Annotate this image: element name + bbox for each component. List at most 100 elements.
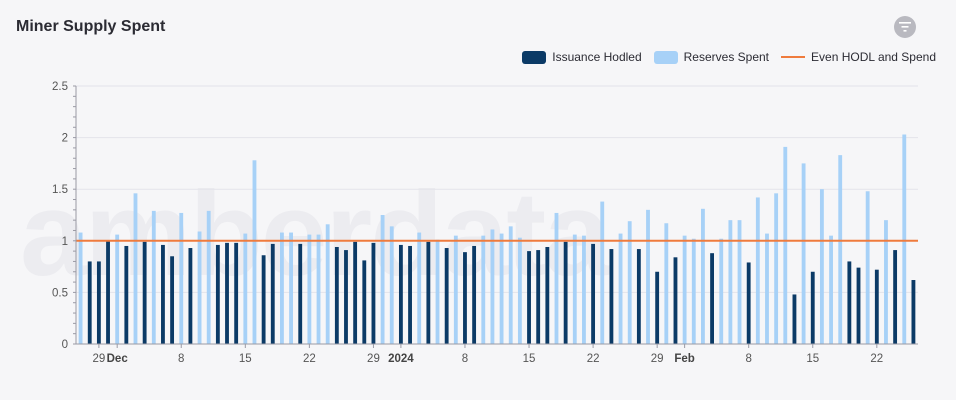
bar-2024-01-23[interactable]	[600, 201, 605, 344]
bar-2023-12-14[interactable]	[234, 242, 239, 344]
bar-2024-02-16[interactable]	[819, 189, 824, 344]
bar-2023-12-02[interactable]	[124, 245, 129, 344]
bar-2024-02-14[interactable]	[801, 163, 806, 344]
bar-2024-01-15[interactable]	[527, 251, 531, 344]
bar-2023-12-29[interactable]	[371, 242, 376, 344]
bar-2023-12-11[interactable]	[206, 210, 211, 344]
bar-2023-12-25[interactable]	[334, 246, 339, 344]
bar-2023-12-04[interactable]	[142, 241, 147, 344]
bar-2024-01-24[interactable]	[609, 249, 614, 344]
x-tick-label: 29	[92, 353, 105, 365]
bar-2024-02-11[interactable]	[774, 193, 779, 344]
bar-2024-02-15[interactable]	[810, 271, 815, 344]
bar-2024-01-04[interactable]	[426, 241, 431, 344]
bar-2023-12-19[interactable]	[280, 232, 284, 344]
bar-2024-01-12[interactable]	[499, 233, 504, 344]
bar-2023-12-10[interactable]	[197, 231, 202, 344]
bar-2023-12-20[interactable]	[289, 232, 293, 344]
bar-2024-01-17[interactable]	[545, 246, 550, 344]
bar-2024-02-12[interactable]	[783, 146, 788, 344]
bar-2024-01-27[interactable]	[636, 249, 641, 344]
bar-2024-02-04[interactable]	[710, 253, 714, 344]
bar-2023-12-24[interactable]	[325, 224, 330, 344]
bar-2024-01-25[interactable]	[618, 233, 623, 344]
bar-2024-01-31[interactable]	[673, 257, 678, 344]
x-tick-label: 15	[523, 353, 536, 365]
bar-2024-01-05[interactable]	[435, 239, 440, 344]
bar-2023-11-28[interactable]	[87, 261, 92, 344]
bar-2024-01-28[interactable]	[646, 209, 650, 344]
bar-2023-12-09[interactable]	[188, 248, 193, 344]
bar-2024-02-10[interactable]	[765, 233, 769, 344]
bar-2024-02-07[interactable]	[737, 220, 742, 344]
bar-2024-01-09[interactable]	[472, 245, 477, 344]
bar-2024-02-19[interactable]	[847, 261, 852, 344]
bar-2023-12-27[interactable]	[353, 241, 358, 344]
legend-item-even-hodl-spend[interactable]: Even HODL and Spend	[781, 50, 936, 64]
legend-item-reserves-spent[interactable]: Reserves Spent	[653, 50, 770, 64]
bar-2024-02-13[interactable]	[792, 294, 797, 344]
bar-2024-01-01[interactable]	[398, 244, 403, 344]
bar-2024-02-17[interactable]	[829, 235, 833, 344]
bar-2024-01-14[interactable]	[517, 237, 522, 344]
bar-2023-12-23[interactable]	[316, 234, 321, 344]
bar-2023-11-29[interactable]	[96, 261, 101, 344]
bar-2024-01-02[interactable]	[408, 245, 412, 344]
bar-2023-12-28[interactable]	[362, 260, 367, 344]
bar-2024-02-05[interactable]	[719, 238, 724, 344]
legend-label: Reserves Spent	[683, 50, 770, 64]
bar-2023-12-21[interactable]	[298, 243, 303, 344]
bar-2024-01-08[interactable]	[463, 252, 467, 344]
bar-2023-12-22[interactable]	[307, 234, 312, 344]
bar-2023-12-26[interactable]	[344, 250, 348, 344]
bar-2023-12-31[interactable]	[389, 226, 394, 344]
bar-2024-01-10[interactable]	[481, 235, 486, 344]
bar-2024-01-16[interactable]	[536, 250, 541, 344]
bar-2024-01-18[interactable]	[554, 212, 559, 344]
bar-2023-12-08[interactable]	[179, 212, 184, 344]
bar-2024-01-20[interactable]	[572, 234, 577, 344]
bar-2023-12-30[interactable]	[380, 215, 385, 344]
bar-2024-02-03[interactable]	[701, 208, 705, 344]
bar-2023-11-30[interactable]	[106, 240, 110, 344]
bar-2024-01-07[interactable]	[453, 235, 458, 344]
bar-2024-02-02[interactable]	[691, 238, 696, 344]
bar-2024-02-25[interactable]	[902, 134, 907, 344]
bar-2023-12-03[interactable]	[133, 193, 138, 344]
bar-2024-02-18[interactable]	[838, 155, 843, 344]
bar-2023-12-16[interactable]	[252, 160, 257, 344]
bar-2024-02-21[interactable]	[865, 191, 870, 344]
bar-2024-01-19[interactable]	[563, 241, 568, 344]
x-tick-label: 22	[587, 353, 600, 365]
bar-2023-12-12[interactable]	[215, 244, 220, 344]
bar-2024-02-22[interactable]	[874, 269, 879, 344]
bar-2024-02-20[interactable]	[856, 267, 861, 344]
bar-2024-01-26[interactable]	[627, 221, 632, 344]
bar-2024-02-23[interactable]	[884, 220, 888, 344]
bar-2024-02-26[interactable]	[911, 280, 916, 344]
bar-2024-02-08[interactable]	[746, 262, 751, 344]
bar-2023-11-27[interactable]	[78, 232, 83, 344]
bar-2023-12-13[interactable]	[225, 242, 229, 344]
bar-2024-01-30[interactable]	[664, 223, 669, 344]
bar-2023-12-01[interactable]	[115, 234, 120, 344]
bar-2024-01-03[interactable]	[417, 232, 422, 344]
bar-2023-12-18[interactable]	[270, 243, 275, 344]
bar-2023-12-07[interactable]	[170, 256, 175, 344]
bar-2024-02-09[interactable]	[755, 197, 760, 344]
legend-item-issuance-hodled[interactable]: Issuance Hodled	[522, 50, 642, 64]
bar-2024-01-06[interactable]	[444, 248, 449, 344]
bar-2024-02-24[interactable]	[893, 250, 898, 344]
bar-2024-01-13[interactable]	[508, 226, 513, 344]
bar-2024-01-29[interactable]	[655, 271, 660, 344]
bar-2023-12-15[interactable]	[243, 233, 248, 344]
bar-2024-01-22[interactable]	[591, 243, 596, 344]
bar-2024-01-11[interactable]	[490, 229, 495, 344]
bar-2023-12-05[interactable]	[151, 210, 156, 344]
bar-2024-02-06[interactable]	[728, 220, 733, 344]
bar-2023-12-06[interactable]	[161, 244, 165, 344]
bar-2023-12-17[interactable]	[261, 255, 266, 344]
filter-button[interactable]	[894, 16, 916, 38]
bar-2024-02-01[interactable]	[682, 235, 687, 344]
bar-2024-01-21[interactable]	[582, 235, 586, 344]
